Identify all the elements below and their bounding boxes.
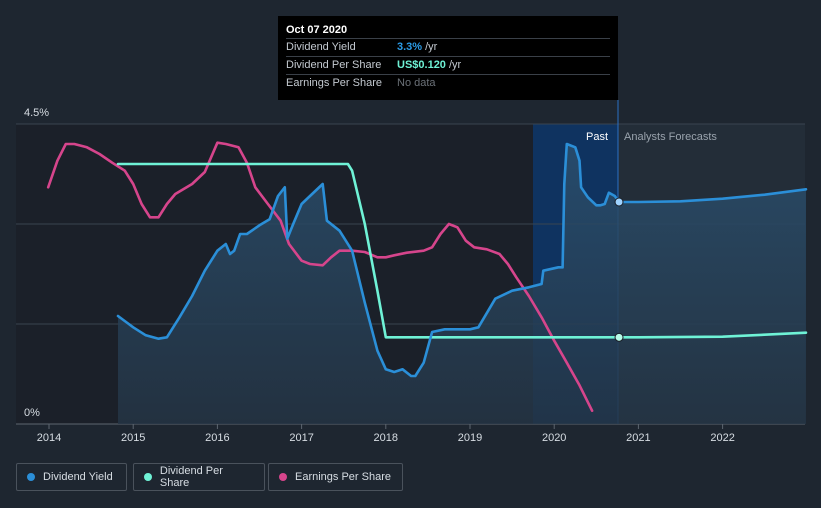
tooltip-value: No data [397,77,436,89]
x-tick-label: 2020 [542,432,566,444]
x-tick-label: 2017 [289,432,313,444]
x-tick-label: 2021 [626,432,650,444]
legend-dividend-per-share[interactable]: Dividend Per Share [133,463,265,491]
series-layer [46,141,808,412]
tooltip-row-dividend-per-share: Dividend Per Share US$0.120 /yr [286,56,610,74]
tooltip-label: Earnings Per Share [286,77,382,89]
hover-tooltip: Oct 07 2020 Dividend Yield 3.3% /yr Divi… [278,16,618,100]
tooltip-value: 3.3% [397,41,423,53]
legend-label: Earnings Per Share [295,471,391,483]
series-line-earnings-per-share [46,141,594,412]
legend-dot-icon [279,473,287,481]
y-label-top: 4.5% [24,107,49,119]
tooltip-row-dividend-yield: Dividend Yield 3.3% /yr [286,38,610,56]
dividend-yield-area [118,144,806,424]
legend-label: Dividend Per Share [159,465,223,489]
hover-marker-dividend-yield [614,197,624,207]
tooltip-value: US$0.120 [397,59,446,71]
x-tick-label: 2015 [121,432,145,444]
tooltip-label: Dividend Yield [286,41,356,53]
hover-marker-dividend-per-share [614,332,624,342]
legend-earnings-per-share[interactable]: Earnings Per Share [268,463,403,491]
y-label-bottom: 0% [24,407,40,419]
series-line-dividend-yield [116,142,808,378]
legend-dividend-yield[interactable]: Dividend Yield [16,463,127,491]
x-tick-label: 2014 [37,432,61,444]
tooltip-unit: /yr [448,59,462,71]
tooltip-row-earnings-per-share: Earnings Per Share No data [286,74,610,92]
legend-dot-icon [144,473,152,481]
series-line-dividend-per-share [116,162,808,339]
tooltip-label: Dividend Per Share [286,59,382,71]
x-tick-label: 2016 [205,432,229,444]
tooltip-unit: /yr [425,41,438,53]
x-tick-label: 2022 [710,432,734,444]
x-tick-label: 2018 [374,432,398,444]
forecast-label: Analysts Forecasts [624,131,717,143]
legend-dot-icon [27,473,35,481]
legend-label: Dividend Yield [43,471,113,483]
x-tick-label: 2019 [458,432,482,444]
tooltip-date: Oct 07 2020 [286,24,348,36]
x-tick-labels: 2014 2015 2016 2017 2018 2019 2020 2021 2022 [37,424,735,444]
past-label: Past [586,131,608,143]
